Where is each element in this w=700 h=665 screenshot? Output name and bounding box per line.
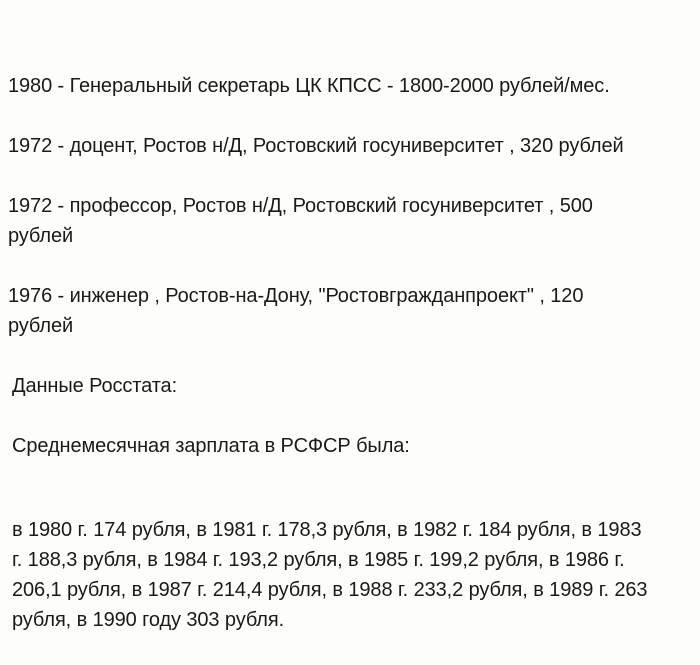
salary-entry-professor: 1972 - профессор, Ростов н/Д, Ростовский… — [8, 195, 593, 247]
average-salary-paragraph: в 1980 г. 174 рубля, в 1981 г. 178,3 руб… — [12, 519, 648, 631]
salary-entry-docent: 1972 - доцент, Ростов н/Д, Ростовский го… — [8, 135, 624, 157]
rosstat-subheading: Среднемесячная зарплата в РСФСР была: — [12, 435, 410, 457]
rosstat-heading: Данные Росстата: — [12, 375, 178, 397]
salary-entry-engineer: 1976 - инженер , Ростов-на-Дону, "Ростов… — [8, 285, 584, 337]
document-body: 1980 - Генеральный секретарь ЦК КПСС - 1… — [8, 75, 648, 631]
salary-entry-general-secretary: 1980 - Генеральный секретарь ЦК КПСС - 1… — [8, 75, 610, 97]
